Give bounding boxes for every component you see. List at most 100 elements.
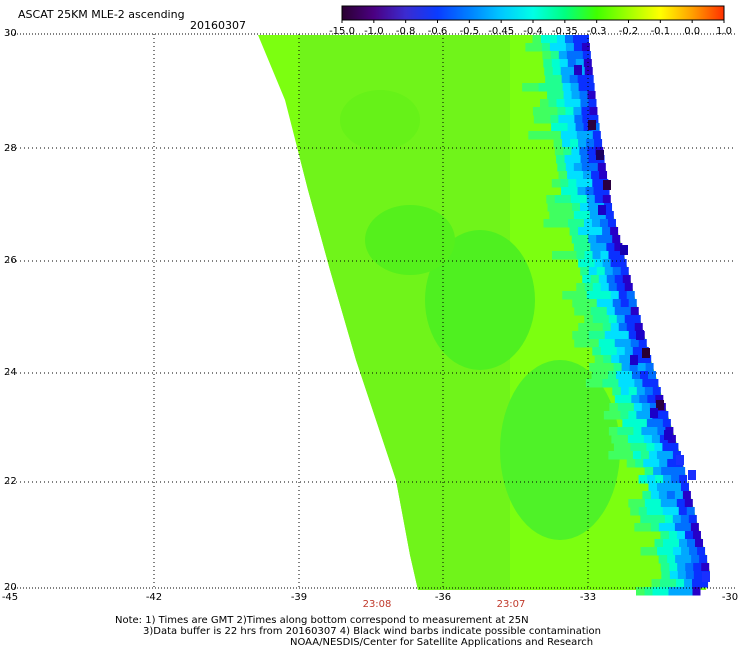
swath-cell [645, 443, 655, 452]
frame [8, 33, 736, 589]
colorbar-tick-label: -0.5 [459, 26, 480, 37]
swath-cell [636, 387, 645, 396]
swath-cell [660, 467, 670, 476]
swath-cell [616, 427, 626, 436]
note-line-3: NOAA/NESDIS/Center for Satellite Applica… [290, 637, 594, 648]
swath-cell [584, 251, 593, 260]
swath-cell [557, 211, 566, 220]
swath-cell [565, 163, 574, 172]
swath-cell [584, 283, 593, 292]
swath-cell [588, 331, 597, 340]
swath-cell [624, 347, 633, 356]
swath-cell [592, 283, 601, 292]
swath-cell [588, 107, 598, 116]
swath-cell [596, 299, 605, 308]
swath-cell [628, 331, 637, 340]
swath-cell [559, 219, 568, 228]
swath-cell [659, 435, 668, 444]
swath-cell [582, 171, 592, 180]
graticule [8, 34, 736, 588]
swath-cell [621, 443, 631, 452]
swath-cell [588, 155, 597, 164]
swath-cell [602, 323, 611, 332]
swath-cell [610, 291, 619, 300]
swath-cell [674, 555, 684, 564]
swath-cell [609, 227, 619, 236]
swath-cell [541, 43, 550, 52]
swath-cell [602, 291, 611, 300]
colorbar-tick-label: -0.35 [551, 26, 578, 37]
swath-cell [669, 443, 679, 452]
swath-cell [571, 203, 581, 212]
swath-cell [616, 315, 625, 324]
swath-cell [622, 307, 631, 316]
note-line-1: Note: 1) Times are GMT 2)Times along bot… [115, 615, 529, 626]
swath-cell [572, 331, 581, 340]
swath-cell [637, 443, 647, 452]
swath-cell [684, 587, 693, 596]
swath-cell [586, 195, 595, 204]
swath-cell [555, 203, 565, 212]
colorbar-tick-label: 1.0 [716, 26, 732, 37]
swath-cell [630, 395, 640, 404]
swath-cell [566, 171, 576, 180]
swath-cell [627, 435, 636, 444]
swath-cell [659, 579, 669, 588]
swath-cell-dark [636, 330, 644, 340]
swath-cell [565, 211, 574, 220]
swath-cell [699, 579, 709, 588]
swath-cell [664, 547, 674, 556]
swath-cell [585, 75, 594, 84]
swath-cell [683, 579, 693, 588]
swath-cell-dark [656, 400, 664, 410]
swath-cell [578, 323, 587, 332]
swath-cell [564, 35, 573, 44]
swath-cell [621, 363, 630, 372]
swath-cell [575, 123, 584, 132]
swath-cell [601, 187, 610, 196]
swath-cell [573, 163, 582, 172]
swath-cell [648, 451, 657, 460]
swath-cell [557, 43, 566, 52]
swath-cell [573, 243, 583, 252]
swath-cell [547, 91, 556, 100]
swath-cell [552, 67, 561, 76]
swath-cell [652, 499, 661, 508]
swath-cell [604, 331, 613, 340]
swath-cell [598, 307, 607, 316]
swath-cell [564, 99, 573, 108]
swath-cell [585, 227, 595, 236]
swath-cell [554, 147, 564, 156]
swath-cell-dark [650, 408, 658, 418]
swath-cell [668, 563, 678, 572]
swath-cell [664, 483, 673, 492]
swath-cell [540, 35, 549, 44]
map-date: 20160307 [190, 19, 246, 32]
lon-label-39: -39 [290, 592, 308, 603]
swath-cell-dark [664, 430, 672, 440]
swath-cell [654, 475, 664, 484]
swath-cell [589, 211, 598, 220]
swath-cell [656, 515, 665, 524]
swath-cell [589, 243, 599, 252]
swath-cell [592, 347, 601, 356]
swath-cell [580, 155, 589, 164]
swath-cell [603, 203, 613, 212]
swath-cell [584, 315, 593, 324]
swath-cell [599, 219, 608, 228]
swath-cell [644, 467, 654, 476]
swath-cell [632, 347, 641, 356]
swath-cell [576, 131, 585, 140]
swath-cell [591, 179, 601, 188]
swath-cell [626, 459, 636, 468]
swath-cell [608, 451, 617, 460]
swath-cell [589, 163, 598, 172]
swath-cell [602, 259, 611, 268]
swath-cell [574, 307, 583, 316]
swath-cell [677, 571, 686, 580]
swath-cell [570, 195, 579, 204]
swath-cell [645, 363, 654, 372]
swath-cell [565, 43, 574, 52]
swath-cell [618, 291, 627, 300]
swath-cell [565, 115, 575, 124]
